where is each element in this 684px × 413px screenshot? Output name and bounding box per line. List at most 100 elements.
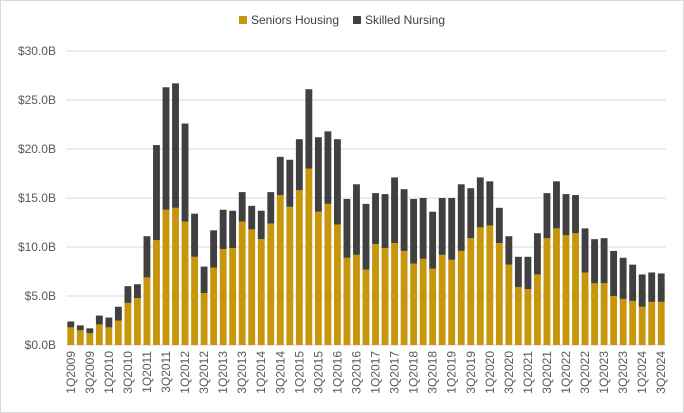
bar-seniors-housing	[238, 221, 246, 345]
bar-seniors-housing	[638, 306, 646, 345]
x-tick-label: 1Q2014	[254, 351, 268, 394]
y-tick-label: $0.0B	[25, 338, 56, 352]
bar-seniors-housing	[314, 211, 322, 345]
bar-skilled-nursing	[619, 257, 627, 299]
legend-label: Seniors Housing	[250, 13, 339, 27]
x-tick-label: 3Q2013	[235, 351, 249, 394]
bar-skilled-nursing	[419, 198, 427, 259]
bar-seniors-housing	[162, 209, 170, 345]
bar-seniors-housing	[610, 296, 618, 345]
bar-skilled-nursing	[438, 198, 446, 255]
x-tick-label: 3Q2012	[197, 351, 211, 394]
bar-seniors-housing	[429, 268, 437, 345]
bar-seniors-housing	[324, 203, 332, 345]
bar-seniors-housing	[353, 254, 360, 345]
bar-seniors-housing	[629, 300, 637, 345]
bar-seniors-housing	[95, 324, 103, 345]
x-tick-label: 3Q2022	[578, 351, 592, 394]
bar-skilled-nursing	[372, 193, 379, 245]
x-tick-label: 3Q2017	[388, 351, 402, 394]
bar-seniors-housing	[181, 221, 189, 345]
legend-swatch-skilled-nursing	[353, 16, 361, 24]
bar-seniors-housing	[486, 225, 494, 345]
x-tick-label: 1Q2018	[407, 351, 421, 394]
bar-seniors-housing	[143, 277, 151, 345]
bar-skilled-nursing	[391, 177, 398, 244]
bar-seniors-housing	[153, 240, 160, 345]
x-tick-label: 1Q2009	[64, 351, 78, 394]
bar-skilled-nursing	[200, 266, 208, 294]
bar-skilled-nursing	[153, 145, 160, 241]
bar-seniors-housing	[419, 258, 427, 345]
x-tick-label: 3Q2009	[83, 351, 97, 394]
y-tick-label: $10.0B	[18, 240, 56, 254]
bar-skilled-nursing	[505, 236, 513, 265]
bar-seniors-housing	[134, 297, 141, 345]
bar-seniors-housing	[86, 333, 94, 345]
bar-seniors-housing	[210, 267, 218, 345]
bar-seniors-housing	[67, 327, 75, 345]
bar-seniors-housing	[76, 330, 84, 345]
bar-seniors-housing	[305, 168, 313, 345]
bar-skilled-nursing	[267, 192, 275, 224]
x-tick-label: 3Q2020	[502, 351, 516, 394]
x-tick-label: 1Q2013	[216, 351, 230, 394]
y-tick-label: $30.0B	[18, 44, 56, 58]
bar-seniors-housing	[438, 254, 446, 345]
bar-seniors-housing	[448, 259, 456, 345]
bar-skilled-nursing	[124, 286, 132, 303]
x-tick-label: 3Q2018	[426, 351, 440, 394]
x-tick-label: 3Q2021	[540, 351, 554, 394]
bar-seniors-housing	[524, 289, 532, 345]
bar-skilled-nursing	[400, 189, 408, 251]
bar-skilled-nursing	[457, 184, 465, 251]
bar-skilled-nursing	[86, 328, 94, 334]
x-tick-label: 1Q2017	[369, 351, 383, 394]
bar-skilled-nursing	[114, 306, 122, 321]
bar-skilled-nursing	[448, 198, 456, 260]
bar-skilled-nursing	[295, 139, 303, 191]
bar-skilled-nursing	[324, 131, 332, 204]
bar-skilled-nursing	[524, 256, 532, 290]
x-tick-label: 3Q2024	[654, 351, 668, 394]
bar-skilled-nursing	[486, 181, 494, 226]
x-tick-label: 1Q2023	[597, 351, 611, 394]
bar-skilled-nursing	[219, 209, 227, 249]
y-tick-label: $20.0B	[18, 142, 56, 156]
bar-seniors-housing	[467, 238, 475, 345]
bar-skilled-nursing	[95, 315, 103, 325]
legend-label: Skilled Nursing	[365, 13, 446, 27]
bar-skilled-nursing	[162, 87, 170, 210]
bar-skilled-nursing	[638, 274, 646, 307]
bar-seniors-housing	[495, 243, 503, 345]
x-tick-label: 1Q2016	[330, 351, 344, 394]
bar-skilled-nursing	[534, 233, 541, 275]
bar-seniors-housing	[476, 227, 484, 345]
bar-seniors-housing	[562, 235, 570, 345]
bar-skilled-nursing	[353, 184, 360, 255]
bar-seniors-housing	[219, 248, 227, 345]
x-tick-label: 1Q2012	[178, 351, 192, 394]
x-tick-label: 1Q2011	[140, 351, 154, 393]
bar-skilled-nursing	[514, 256, 522, 288]
bar-skilled-nursing	[343, 198, 351, 258]
x-tick-label: 3Q2011	[159, 351, 173, 393]
bar-skilled-nursing	[257, 210, 265, 240]
bar-skilled-nursing	[334, 139, 341, 225]
legend-item-skilled-nursing: Skilled Nursing	[353, 13, 445, 27]
x-tick-label: 1Q2015	[292, 351, 306, 394]
bar-skilled-nursing	[305, 89, 313, 169]
bar-seniors-housing	[267, 223, 275, 345]
bar-seniors-housing	[191, 256, 198, 345]
y-tick-label: $5.0B	[25, 289, 56, 303]
bar-seniors-housing	[200, 293, 208, 345]
bar-skilled-nursing	[143, 236, 151, 278]
bar-seniors-housing	[257, 239, 265, 345]
bar-skilled-nursing	[467, 188, 475, 239]
x-tick-label: 1Q2019	[445, 351, 459, 394]
bar-skilled-nursing	[648, 272, 656, 302]
bar-skilled-nursing	[105, 317, 113, 328]
bar-seniors-housing	[276, 195, 284, 345]
x-tick-label: 3Q2014	[273, 351, 287, 394]
